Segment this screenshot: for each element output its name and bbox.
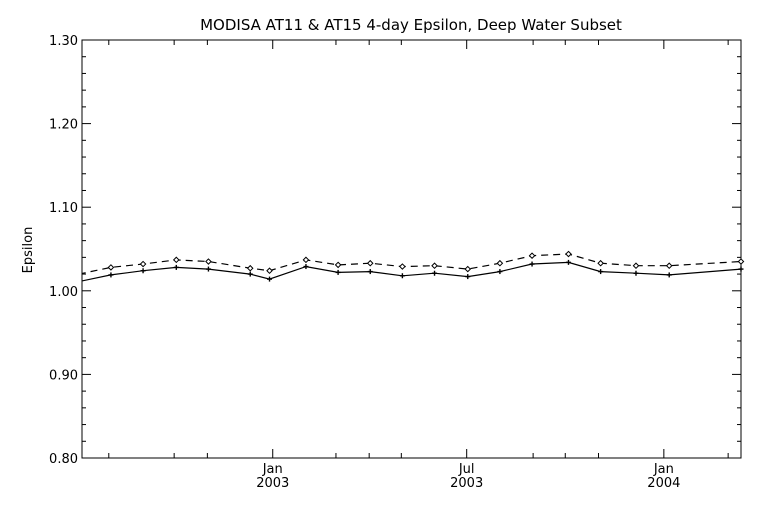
series-layer bbox=[82, 250, 745, 282]
series-1-point bbox=[738, 266, 744, 272]
series-1-point bbox=[247, 271, 253, 277]
series-2-point bbox=[399, 263, 406, 270]
series-1-point bbox=[633, 270, 639, 276]
series-1-point bbox=[335, 269, 341, 275]
series-1-point bbox=[598, 269, 604, 275]
series-2-point bbox=[302, 256, 310, 264]
series-2-point bbox=[172, 256, 180, 264]
series-1-point bbox=[205, 266, 211, 272]
series-1-point bbox=[666, 272, 672, 278]
series-1-point bbox=[529, 261, 535, 267]
chart-title: MODISA AT11 & AT15 4-day Epsilon, Deep W… bbox=[200, 16, 622, 34]
series-2-point bbox=[528, 252, 536, 259]
series-1-point bbox=[367, 269, 373, 275]
y-axis-label: Epsilon bbox=[21, 227, 36, 274]
series-2-point bbox=[334, 261, 342, 269]
series-2-point bbox=[565, 250, 572, 258]
series-2-point bbox=[464, 265, 472, 273]
series-1-point bbox=[108, 272, 114, 278]
series-1-point bbox=[303, 264, 309, 270]
y-tick-label: 1.20 bbox=[49, 118, 78, 133]
series-1-line bbox=[82, 261, 741, 282]
series-2-point bbox=[737, 258, 745, 265]
series-1-point bbox=[432, 270, 438, 276]
series-1-point bbox=[465, 274, 471, 280]
y-tick-label: 0.80 bbox=[49, 452, 78, 467]
plot-frame bbox=[81, 39, 742, 459]
series-2-point bbox=[246, 264, 254, 272]
series-2-line bbox=[82, 253, 741, 275]
series-1-point bbox=[140, 268, 146, 274]
x-tick-label-month: Jan bbox=[262, 462, 283, 477]
x-tick-label-year: 2003 bbox=[450, 476, 483, 491]
series-1-point bbox=[173, 264, 179, 270]
y-tick-label: 1.10 bbox=[49, 201, 78, 216]
series-2-point bbox=[139, 260, 147, 268]
x-tick-label-year: 2004 bbox=[647, 476, 680, 491]
series-2-point bbox=[266, 267, 273, 275]
series-2-point bbox=[366, 259, 374, 267]
x-tick-label-year: 2003 bbox=[256, 476, 289, 491]
x-tick-label-month: Jul bbox=[458, 462, 475, 477]
series-1-point bbox=[565, 259, 571, 265]
series-2-point bbox=[632, 262, 640, 270]
series-2-point bbox=[107, 264, 115, 271]
series-2-point bbox=[496, 259, 504, 267]
axes-layer: 0.800.901.001.101.201.30Jan2003Jul2003Ja… bbox=[49, 34, 741, 491]
y-tick-label: 1.30 bbox=[49, 34, 78, 49]
x-tick-label-month: Jan bbox=[653, 462, 674, 477]
series-1-point bbox=[399, 273, 405, 279]
series-2-point bbox=[205, 258, 212, 265]
series-2-point bbox=[597, 259, 604, 267]
y-tick-label: 0.90 bbox=[49, 368, 78, 383]
y-tick-label: 1.00 bbox=[49, 285, 78, 300]
series-2-point bbox=[665, 262, 673, 270]
series-2-point bbox=[431, 262, 438, 270]
series-1-point bbox=[267, 276, 273, 282]
series-1-point bbox=[497, 269, 503, 275]
